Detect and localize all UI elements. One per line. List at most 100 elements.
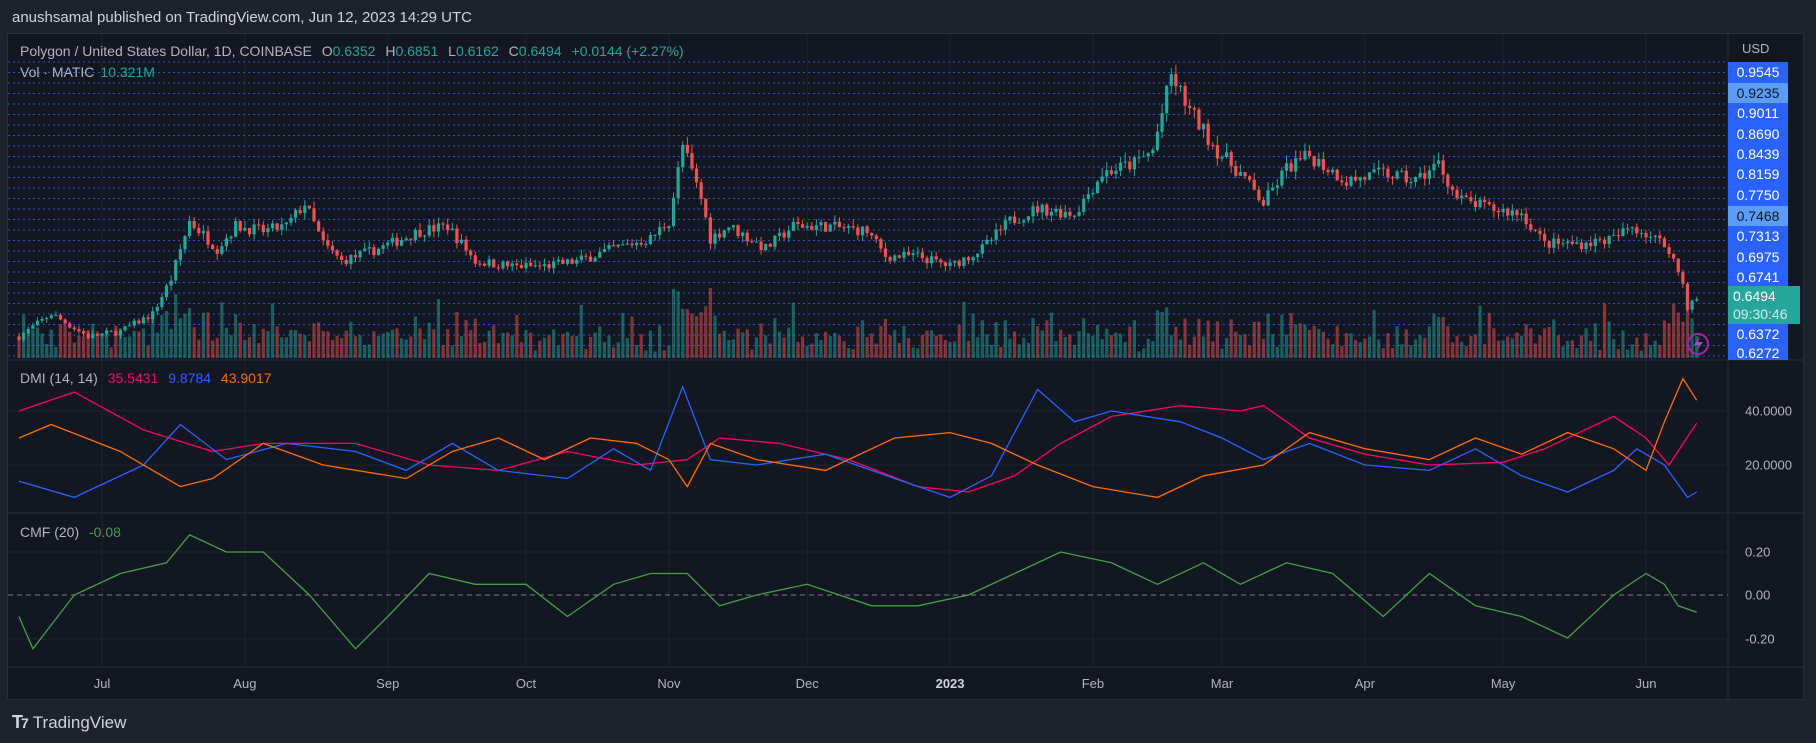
candle-body xyxy=(1022,220,1026,223)
volume-bar xyxy=(1344,333,1349,358)
plus-di-line xyxy=(18,384,1698,499)
volume-bar xyxy=(473,318,477,358)
candle-body xyxy=(496,267,500,269)
candle-body xyxy=(1100,176,1104,182)
candle-body xyxy=(386,242,390,246)
cmf-line xyxy=(18,533,1697,651)
volume-bar xyxy=(160,314,164,358)
candle-body xyxy=(1653,235,1657,237)
volume-bar xyxy=(635,345,639,358)
candle-body xyxy=(1492,204,1496,211)
candle-body xyxy=(598,252,602,258)
volume-bar xyxy=(588,336,593,358)
volume-bar xyxy=(1685,288,1690,358)
volume-bar xyxy=(317,322,321,358)
candle-body xyxy=(925,258,929,264)
time-label: Dec xyxy=(795,676,819,691)
volume-bar xyxy=(736,328,740,358)
volume-bar xyxy=(1174,326,1178,358)
volume-bar xyxy=(653,351,657,358)
candle-body xyxy=(759,241,763,251)
candle-body xyxy=(441,223,445,225)
volume-bar xyxy=(1644,333,1648,358)
volume-bar xyxy=(529,332,533,358)
candle-body xyxy=(1469,197,1473,202)
candle-body xyxy=(187,220,192,237)
volume-bar xyxy=(658,325,662,358)
volume-bar xyxy=(602,342,606,358)
brand-name: TradingView xyxy=(32,712,127,732)
volume-label[interactable]: Vol · MATIC xyxy=(20,64,95,80)
volume-bar xyxy=(1206,320,1210,358)
volume-bar xyxy=(1330,344,1335,358)
volume-bar xyxy=(206,312,210,358)
candle-body xyxy=(330,245,335,251)
candle-body xyxy=(238,221,242,231)
time-label: Jun xyxy=(1635,676,1657,691)
volume-bar xyxy=(1418,335,1422,358)
volume-bar xyxy=(1118,333,1123,358)
volume-bar xyxy=(1667,323,1671,358)
candle-body xyxy=(644,243,648,245)
volume-bar xyxy=(828,336,832,358)
candle-body xyxy=(764,243,768,251)
volume-bar xyxy=(31,329,35,358)
candle-body xyxy=(1197,109,1201,130)
volume-bar xyxy=(556,345,560,358)
volume-bar xyxy=(1349,333,1353,358)
volume-bar xyxy=(1252,321,1256,358)
chart-frame[interactable] xyxy=(7,33,1804,700)
time-label: Aug xyxy=(233,676,257,691)
volume-bar xyxy=(1303,324,1307,358)
candle-body xyxy=(1220,156,1224,159)
volume-bar xyxy=(1017,344,1021,358)
volume-bar xyxy=(1284,334,1289,358)
candle-body xyxy=(1008,216,1012,221)
candle-body xyxy=(1501,208,1505,213)
volume-value: 10.321M xyxy=(100,64,155,80)
volume-bar xyxy=(164,310,169,358)
candle-body xyxy=(542,264,547,267)
candle-body xyxy=(607,245,611,249)
volume-bar xyxy=(363,344,367,358)
time-label: Feb xyxy=(1081,676,1105,691)
volume-bar xyxy=(243,340,247,358)
volume-bar xyxy=(1501,340,1505,358)
candle-body xyxy=(1395,171,1399,179)
volume-bar xyxy=(1552,319,1556,358)
footer-logo[interactable]: T7 TradingView xyxy=(12,712,126,733)
low-label: L xyxy=(448,43,456,59)
volume-bar xyxy=(238,322,242,358)
volume-bar xyxy=(1012,331,1017,358)
volume-bar xyxy=(86,330,90,358)
candle-body xyxy=(1432,163,1436,171)
cmf-tick: -0.20 xyxy=(1745,631,1775,647)
volume-bar xyxy=(685,309,689,358)
candle-body xyxy=(1658,235,1662,239)
symbol-title[interactable]: Polygon / United States Dollar, 1D, COIN… xyxy=(20,43,312,59)
volume-bar xyxy=(1354,339,1358,358)
volume-bar xyxy=(1473,334,1478,358)
volume-bar xyxy=(432,329,436,358)
volume-bar xyxy=(146,345,150,358)
candle-body xyxy=(847,226,851,228)
price-level-label: 0.8439 xyxy=(1736,146,1780,162)
candle-body xyxy=(985,239,989,245)
dmi-label[interactable]: DMI (14, 14) xyxy=(20,370,98,386)
volume-bar xyxy=(492,325,496,358)
candle-body xyxy=(363,248,367,252)
candle-body xyxy=(26,328,30,334)
candle-body xyxy=(91,333,95,339)
volume-bar xyxy=(192,327,196,358)
currency-label[interactable]: USD xyxy=(1742,41,1770,56)
candle-body xyxy=(280,224,284,230)
cmf-label[interactable]: CMF (20) xyxy=(20,524,80,540)
candle-body xyxy=(819,222,823,226)
volume-bar xyxy=(741,332,745,358)
candle-body xyxy=(326,240,330,246)
volume-bar xyxy=(1114,332,1118,358)
volume-bar xyxy=(132,330,136,358)
volume-bar xyxy=(593,332,597,358)
lightning-icon[interactable] xyxy=(1687,333,1709,355)
